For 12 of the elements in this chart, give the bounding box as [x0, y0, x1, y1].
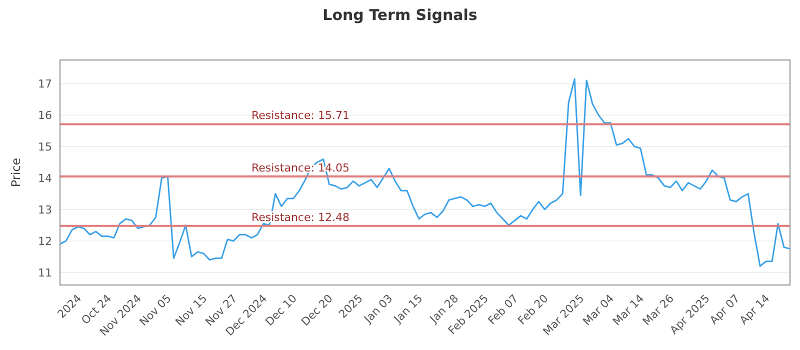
y-axis-title: Price: [9, 158, 23, 188]
y-tick-label: 15: [38, 140, 52, 154]
line-series: [59, 78, 791, 267]
chart-title: Long Term Signals: [322, 6, 478, 24]
y-tick-label: 13: [38, 203, 52, 216]
y-tick-label: 14: [38, 172, 52, 185]
y-tick-label: 12: [38, 234, 52, 248]
y-tick-label: 16: [38, 108, 52, 122]
x-tick-label: Dec 20: [298, 292, 336, 329]
y-tick-label: 11: [38, 266, 52, 280]
ref-line-label: Resistance: 15.71: [251, 109, 350, 122]
y-tick-label: 17: [38, 77, 52, 90]
